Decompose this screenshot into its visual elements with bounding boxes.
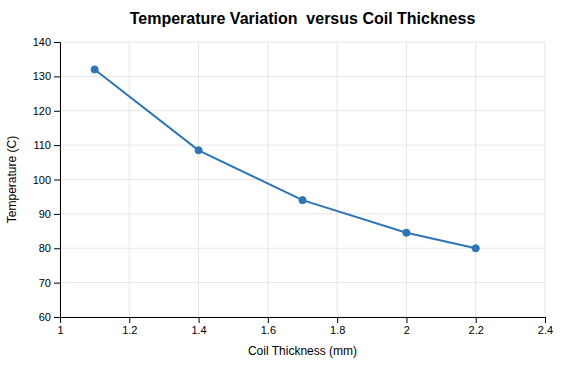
tick-mark — [54, 42, 60, 43]
tick: 1.8 — [330, 317, 345, 336]
tick-mark — [54, 180, 60, 181]
tick: 1 — [57, 317, 63, 336]
series — [91, 66, 479, 252]
tick-label: 140 — [33, 36, 51, 48]
point — [299, 197, 306, 204]
chart: 1 1.2 1.4 1.6 1.8 2 2.2 2.4 60 70 80 90 100 110 120 130… — [0, 0, 567, 365]
tick: 1.6 — [261, 317, 276, 336]
grid — [60, 42, 545, 317]
tick-label: 120 — [33, 105, 51, 117]
tick: 120 — [33, 105, 60, 117]
tick-label: 80 — [39, 242, 51, 254]
grid-line — [60, 76, 545, 77]
tick-label: 90 — [39, 208, 51, 220]
tick-mark — [268, 317, 269, 323]
tick-label: 2 — [404, 324, 410, 336]
grid-line — [60, 110, 545, 111]
tick-mark — [406, 317, 407, 323]
tick-mark — [54, 317, 60, 318]
tick: 1.4 — [191, 317, 206, 336]
axis-line — [54, 43, 61, 318]
line — [95, 70, 476, 249]
tick-label: 110 — [33, 139, 51, 151]
grid-line — [60, 282, 545, 283]
tick-label: 1 — [57, 324, 63, 336]
tick: 2.2 — [469, 317, 484, 336]
grid-line — [60, 213, 545, 214]
x-axis-title: Coil Thickness (mm) — [248, 344, 357, 358]
tick-label: 70 — [39, 277, 51, 289]
tick-mark — [54, 145, 60, 146]
tick: 60 — [39, 311, 60, 323]
tick-label: 60 — [39, 311, 51, 323]
tick-mark — [545, 317, 546, 323]
tick-label: 1.2 — [122, 324, 137, 336]
y-axis-title: Temperature (C) — [5, 136, 19, 223]
tick: 90 — [39, 208, 60, 220]
tick-mark — [54, 76, 60, 77]
plot: 1 1.2 1.4 1.6 1.8 2 2.2 2.4 60 70 80 90 100 110 120 130… — [33, 36, 554, 336]
tick-label: 2.4 — [538, 324, 553, 336]
tick-mark — [54, 283, 60, 284]
tick-label: 130 — [33, 70, 51, 82]
tick-label: 1.8 — [330, 324, 345, 336]
tick-mark — [54, 111, 60, 112]
tick: 1.2 — [122, 317, 137, 336]
point — [403, 229, 410, 236]
point — [472, 245, 479, 252]
title: Temperature Variation versus Coil Thickn… — [130, 10, 476, 27]
y-axis: 60 70 80 90 100 110 120 130 140 — [33, 36, 61, 323]
tick: 70 — [39, 277, 60, 289]
tick: 2 — [404, 317, 410, 336]
grid-line — [60, 42, 545, 43]
tick-mark — [129, 317, 130, 323]
tick: 110 — [33, 139, 60, 151]
tick-label: 1.6 — [261, 324, 276, 336]
tick: 140 — [33, 36, 60, 48]
grid-line — [60, 145, 545, 146]
point — [91, 66, 98, 73]
tick-label: 100 — [33, 174, 51, 186]
tick-mark — [476, 317, 477, 323]
tick: 130 — [33, 70, 60, 82]
tick: 80 — [39, 242, 60, 254]
tick: 2.4 — [538, 317, 553, 336]
point — [195, 147, 202, 154]
axis-line — [61, 318, 546, 324]
tick-mark — [54, 248, 60, 249]
tick: 100 — [33, 174, 60, 186]
tick-mark — [199, 317, 200, 323]
tick-label: 1.4 — [191, 324, 206, 336]
tick-label: 2.2 — [469, 324, 484, 336]
x-axis: 1 1.2 1.4 1.6 1.8 2 2.2 2.4 — [57, 317, 553, 336]
grid-line — [60, 179, 545, 180]
tick-mark — [54, 214, 60, 215]
tick-mark — [337, 317, 338, 323]
